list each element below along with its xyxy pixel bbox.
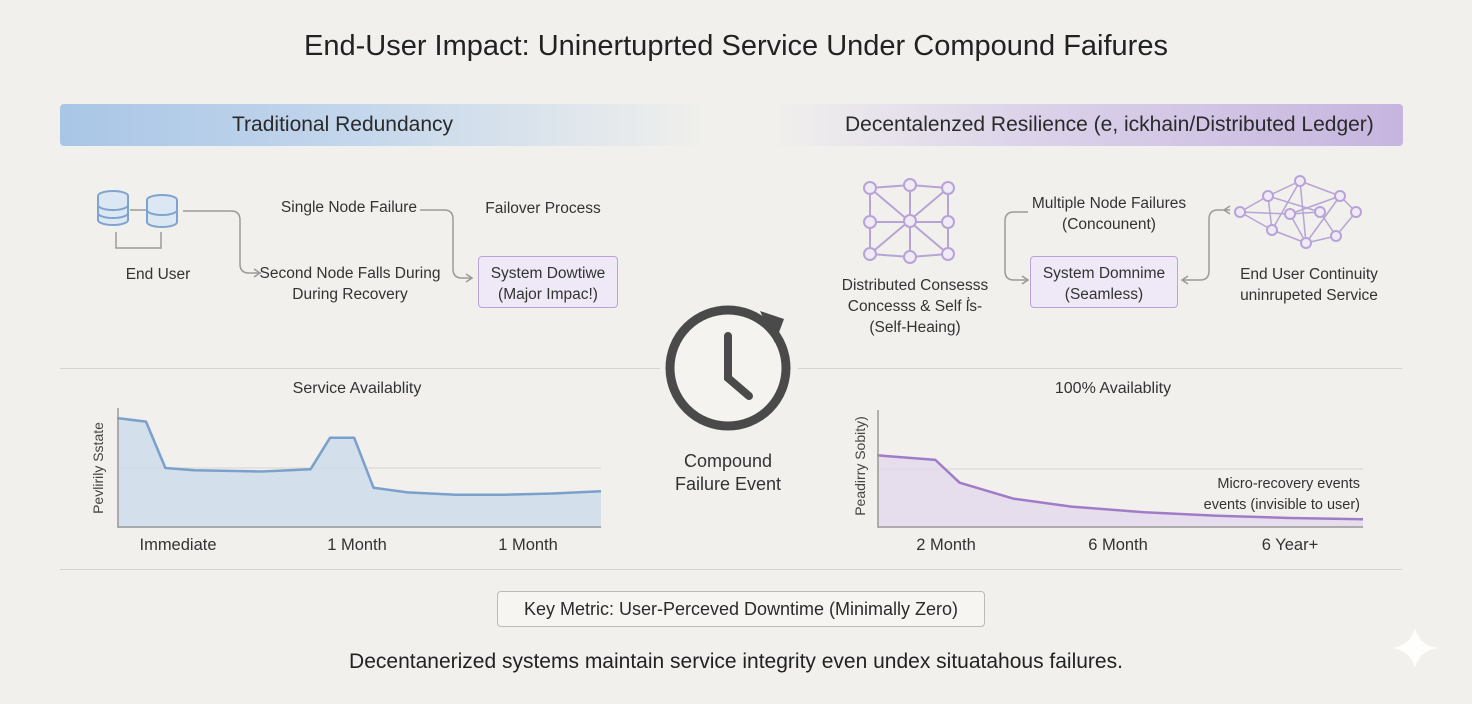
compound-failure-event-label: Compound Failure Event: [650, 450, 806, 496]
traditional-redundancy-banner: Traditional Redundancy: [60, 104, 710, 146]
label-line: Second Node Falls During: [259, 265, 441, 282]
banner-label: Decentalenzed Resilience (e, ickhain/Dis…: [845, 113, 1374, 136]
divider: [798, 368, 1402, 369]
system-seamless-box: System Domnime (Seamless): [1030, 256, 1178, 308]
label-line: Failure Event: [674, 474, 782, 494]
label-line: (Self-Heaing): [869, 319, 961, 336]
database-icon: [97, 190, 129, 226]
series-line: [117, 416, 601, 496]
box-line: System Domnime: [1042, 265, 1166, 282]
distributed-consensus-label: Distributed Consesss Concesss & Self ẛs-…: [830, 275, 1000, 338]
end-user-continuity-label: End User Continuity uninrupeted Service: [1224, 264, 1394, 306]
single-node-failure-label: Single Node Failure: [280, 199, 418, 216]
series-area: [877, 455, 1363, 528]
right-availability-chart: [877, 410, 1363, 528]
decentralized-resilience-banner: Decentalenzed Resilience (e, ickhain/Dis…: [770, 104, 1403, 146]
series-area: [117, 418, 601, 528]
right-chart-tick: 2 Month: [916, 536, 976, 554]
left-availability-chart: [117, 408, 601, 528]
network-graph-icon: [1234, 175, 1362, 249]
chart-axes: [877, 410, 1363, 528]
left-chart-ylabel: Pevlirily Sstate: [90, 422, 106, 514]
label-line: Multiple Node Failures: [1031, 195, 1187, 212]
clock-cycle-icon: [665, 305, 791, 431]
key-metric-label: Key Metric: User-Perceved Downtime (Mini…: [523, 598, 959, 619]
label-line: End User Continuity: [1240, 266, 1378, 283]
banner-label: Traditional Redundancy: [232, 113, 454, 136]
label-line: Concesss & Self ẛs-: [847, 298, 983, 315]
box-line: System Dowtiwe: [490, 265, 606, 282]
mesh-network-icon: [863, 178, 955, 264]
label-line: Compound: [683, 451, 773, 471]
divider: [60, 368, 660, 369]
micro-recovery-annotation: Micro-recovery events events (invisible …: [1160, 474, 1360, 516]
second-node-failure-label: Second Node Falls During During Recovery: [255, 263, 445, 305]
chart-axes: [117, 408, 601, 528]
right-chart-tick: 6 Year+: [1261, 536, 1319, 554]
footer-caption: Decentanerized systems maintain service …: [349, 650, 1123, 673]
label-line: During Recovery: [292, 286, 408, 303]
multiple-node-failures-label: Multiple Node Failures (Concounent): [1026, 193, 1192, 235]
sparkle-icon: [1392, 628, 1438, 668]
label-line: (Concounent): [1062, 216, 1156, 233]
label-line: Distributed Consesss: [841, 277, 989, 294]
label-line: uninrupeted Service: [1240, 287, 1378, 304]
key-metric-box: Key Metric: User-Perceved Downtime (Mini…: [497, 591, 985, 627]
right-chart-tick: 6 Month: [1088, 536, 1148, 554]
left-chart-tick: 1 Month: [327, 536, 387, 554]
right-chart-ylabel: Peadirry Sobity): [852, 416, 868, 516]
annotation-line: events (invisible to user): [1203, 497, 1360, 513]
left-chart-title: Service Availablity: [292, 380, 422, 397]
box-line: (Major Impac!): [498, 286, 598, 303]
end-user-label: End User: [125, 266, 191, 283]
left-chart-tick: Immediate: [139, 536, 217, 554]
box-line: (Seamless): [1064, 286, 1144, 303]
right-chart-title: 100% Availablity: [1054, 380, 1172, 397]
divider: [60, 569, 1402, 570]
left-chart-tick: 1 Month: [498, 536, 558, 554]
page-title: End-User Impact: Uninertuprted Service U…: [304, 30, 1168, 62]
failover-process-label: Failover Process: [485, 200, 601, 217]
system-downtime-box: System Dowtiwe (Major Impac!): [478, 256, 618, 308]
series-line: [877, 454, 1363, 521]
database-icon: [146, 194, 178, 228]
annotation-line: Micro-recovery events: [1217, 476, 1360, 492]
